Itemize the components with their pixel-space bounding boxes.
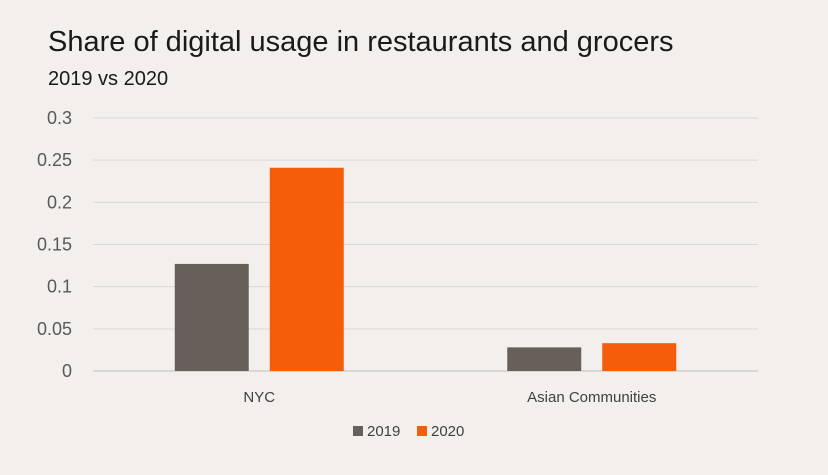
x-axis-categories: NYC Asian Communities bbox=[243, 389, 656, 406]
y-tick-label: 0.3 bbox=[47, 108, 72, 128]
bar-2020-nyc bbox=[269, 167, 344, 371]
y-tick-label: 0 bbox=[62, 361, 72, 381]
x-category-label: Asian Communities bbox=[527, 389, 656, 406]
y-tick-label: 0.25 bbox=[37, 150, 72, 170]
legend-swatch bbox=[353, 426, 363, 436]
bar-2019-nyc bbox=[174, 263, 249, 371]
x-category-label: NYC bbox=[243, 389, 275, 406]
legend-label: 2020 bbox=[431, 423, 464, 440]
bar-2020-asian-communities bbox=[602, 343, 677, 371]
y-tick-label: 0.1 bbox=[47, 277, 72, 297]
chart-subtitle: 2019 vs 2020 bbox=[48, 68, 169, 90]
chart-title: Share of digital usage in restaurants an… bbox=[48, 26, 674, 58]
y-tick-label: 0.2 bbox=[47, 192, 72, 212]
y-tick-label: 0.05 bbox=[37, 319, 72, 339]
legend-label: 2019 bbox=[367, 423, 400, 440]
legend-swatch bbox=[417, 426, 427, 436]
bars bbox=[174, 167, 677, 371]
legend: 2019 2020 bbox=[353, 423, 464, 440]
y-tick-label: 0.15 bbox=[37, 235, 72, 255]
y-axis-ticks: 0.3 0.25 0.2 0.15 0.1 0.05 0 bbox=[37, 108, 72, 381]
bar-2019-asian-communities bbox=[507, 347, 582, 371]
